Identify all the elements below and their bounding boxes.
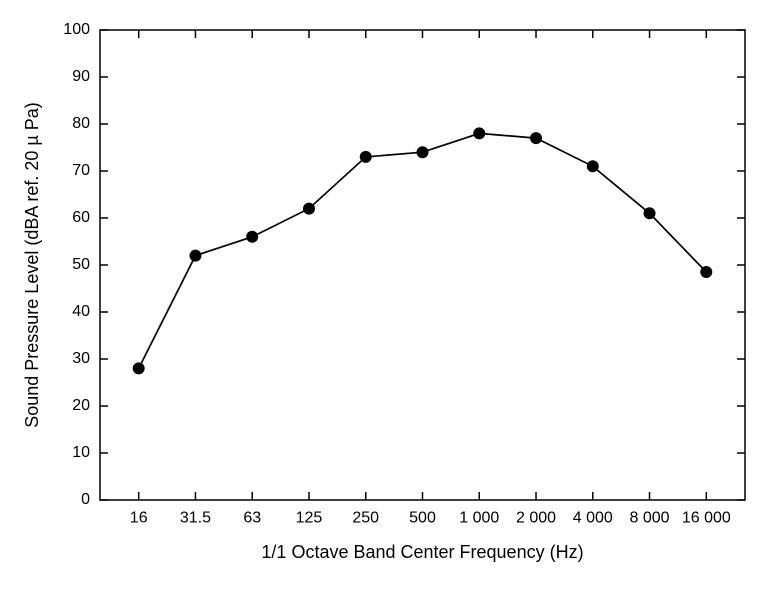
data-point [360,151,371,162]
data-point [644,208,655,219]
y-tick-label: 20 [72,397,90,414]
chart-canvas: 0 10 20 30 40 50 60 70 80 90 100 16 31.5 63 125 250 500… [0,0,779,601]
y-axis-title: Sound Pressure Level (dBA ref. 20 µ Pa) [22,102,42,428]
x-tick-label: 8 000 [630,509,670,526]
y-tick-label: 30 [72,350,90,367]
y-tick-label: 50 [72,256,90,273]
y-tick-label: 100 [63,21,90,38]
data-point [531,133,542,144]
data-point [247,231,258,242]
data-point [190,250,201,261]
x-tick-label: 16 [130,509,148,526]
x-tick-label: 16 000 [682,509,731,526]
x-tick-label: 250 [352,509,379,526]
plot-area [100,30,745,500]
y-tick-label: 80 [72,115,90,132]
y-tick-label: 90 [72,68,90,85]
data-point [417,147,428,158]
data-point [474,128,485,139]
data-point [701,267,712,278]
y-tick-label: 60 [72,209,90,226]
data-point [587,161,598,172]
x-tick-label: 125 [296,509,323,526]
x-tick-label: 500 [409,509,436,526]
x-axis-title: 1/1 Octave Band Center Frequency (Hz) [261,542,583,562]
data-point [133,363,144,374]
y-tick-label: 10 [72,444,90,461]
y-tick-label: 0 [81,491,90,508]
x-tick-label: 2 000 [516,509,556,526]
x-tick-label: 31.5 [180,509,211,526]
x-tick-label: 63 [243,509,261,526]
y-tick-label: 40 [72,303,90,320]
x-tick-label: 4 000 [573,509,613,526]
x-tick-label: 1 000 [459,509,499,526]
data-point [303,203,314,214]
chart-svg: 0 10 20 30 40 50 60 70 80 90 100 16 31.5 63 125 250 500… [0,0,779,601]
y-tick-label: 70 [72,162,90,179]
